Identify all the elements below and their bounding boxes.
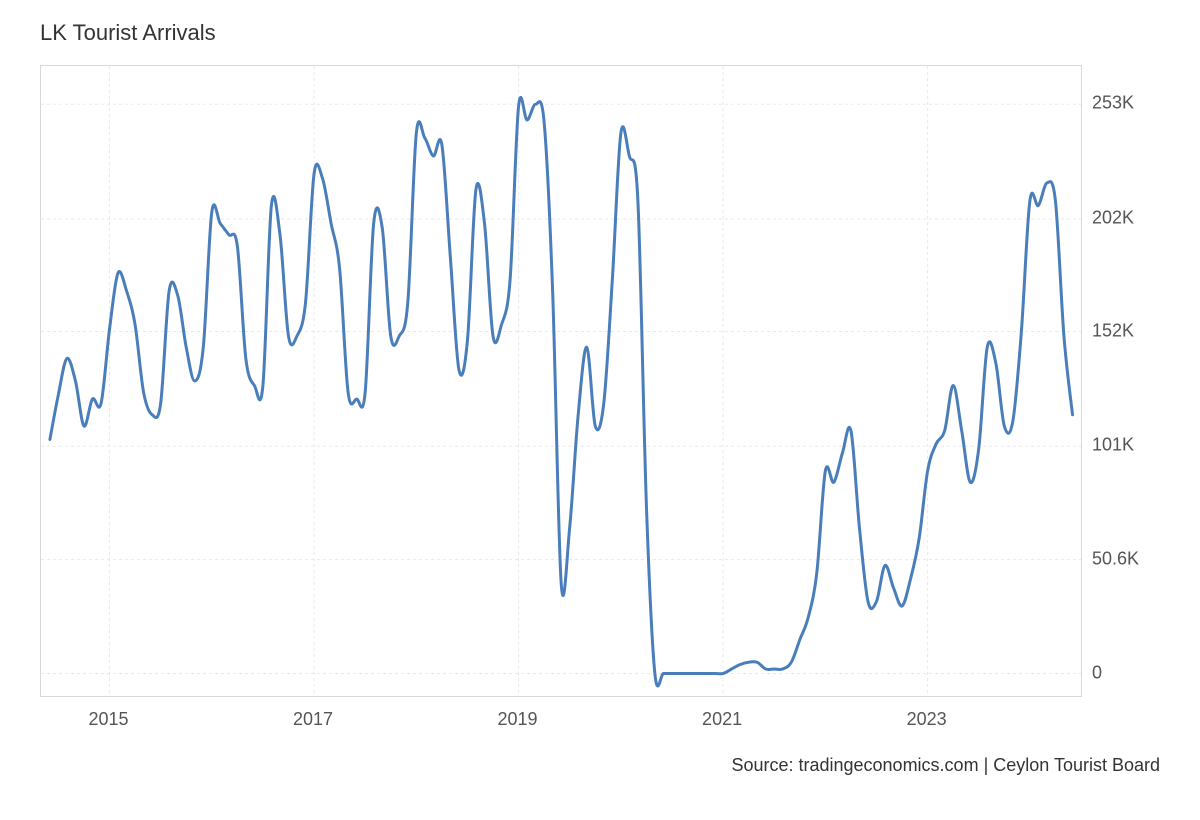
x-tick-label: 2015 [88, 709, 128, 730]
chart-title: LK Tourist Arrivals [40, 20, 216, 46]
chart-source: Source: tradingeconomics.com | Ceylon To… [731, 755, 1160, 776]
y-tick-label: 50.6K [1092, 548, 1139, 569]
chart-plot [40, 65, 1082, 697]
y-tick-label: 202K [1092, 208, 1134, 229]
x-tick-label: 2017 [293, 709, 333, 730]
y-tick-label: 101K [1092, 435, 1134, 456]
y-tick-label: 0 [1092, 662, 1102, 683]
x-tick-label: 2019 [498, 709, 538, 730]
y-tick-label: 152K [1092, 320, 1134, 341]
x-tick-label: 2021 [702, 709, 742, 730]
x-tick-label: 2023 [907, 709, 947, 730]
chart-container: LK Tourist Arrivals 0 50.6K 101K 152K 202K 25… [0, 0, 1200, 820]
y-tick-label: 253K [1092, 93, 1134, 114]
